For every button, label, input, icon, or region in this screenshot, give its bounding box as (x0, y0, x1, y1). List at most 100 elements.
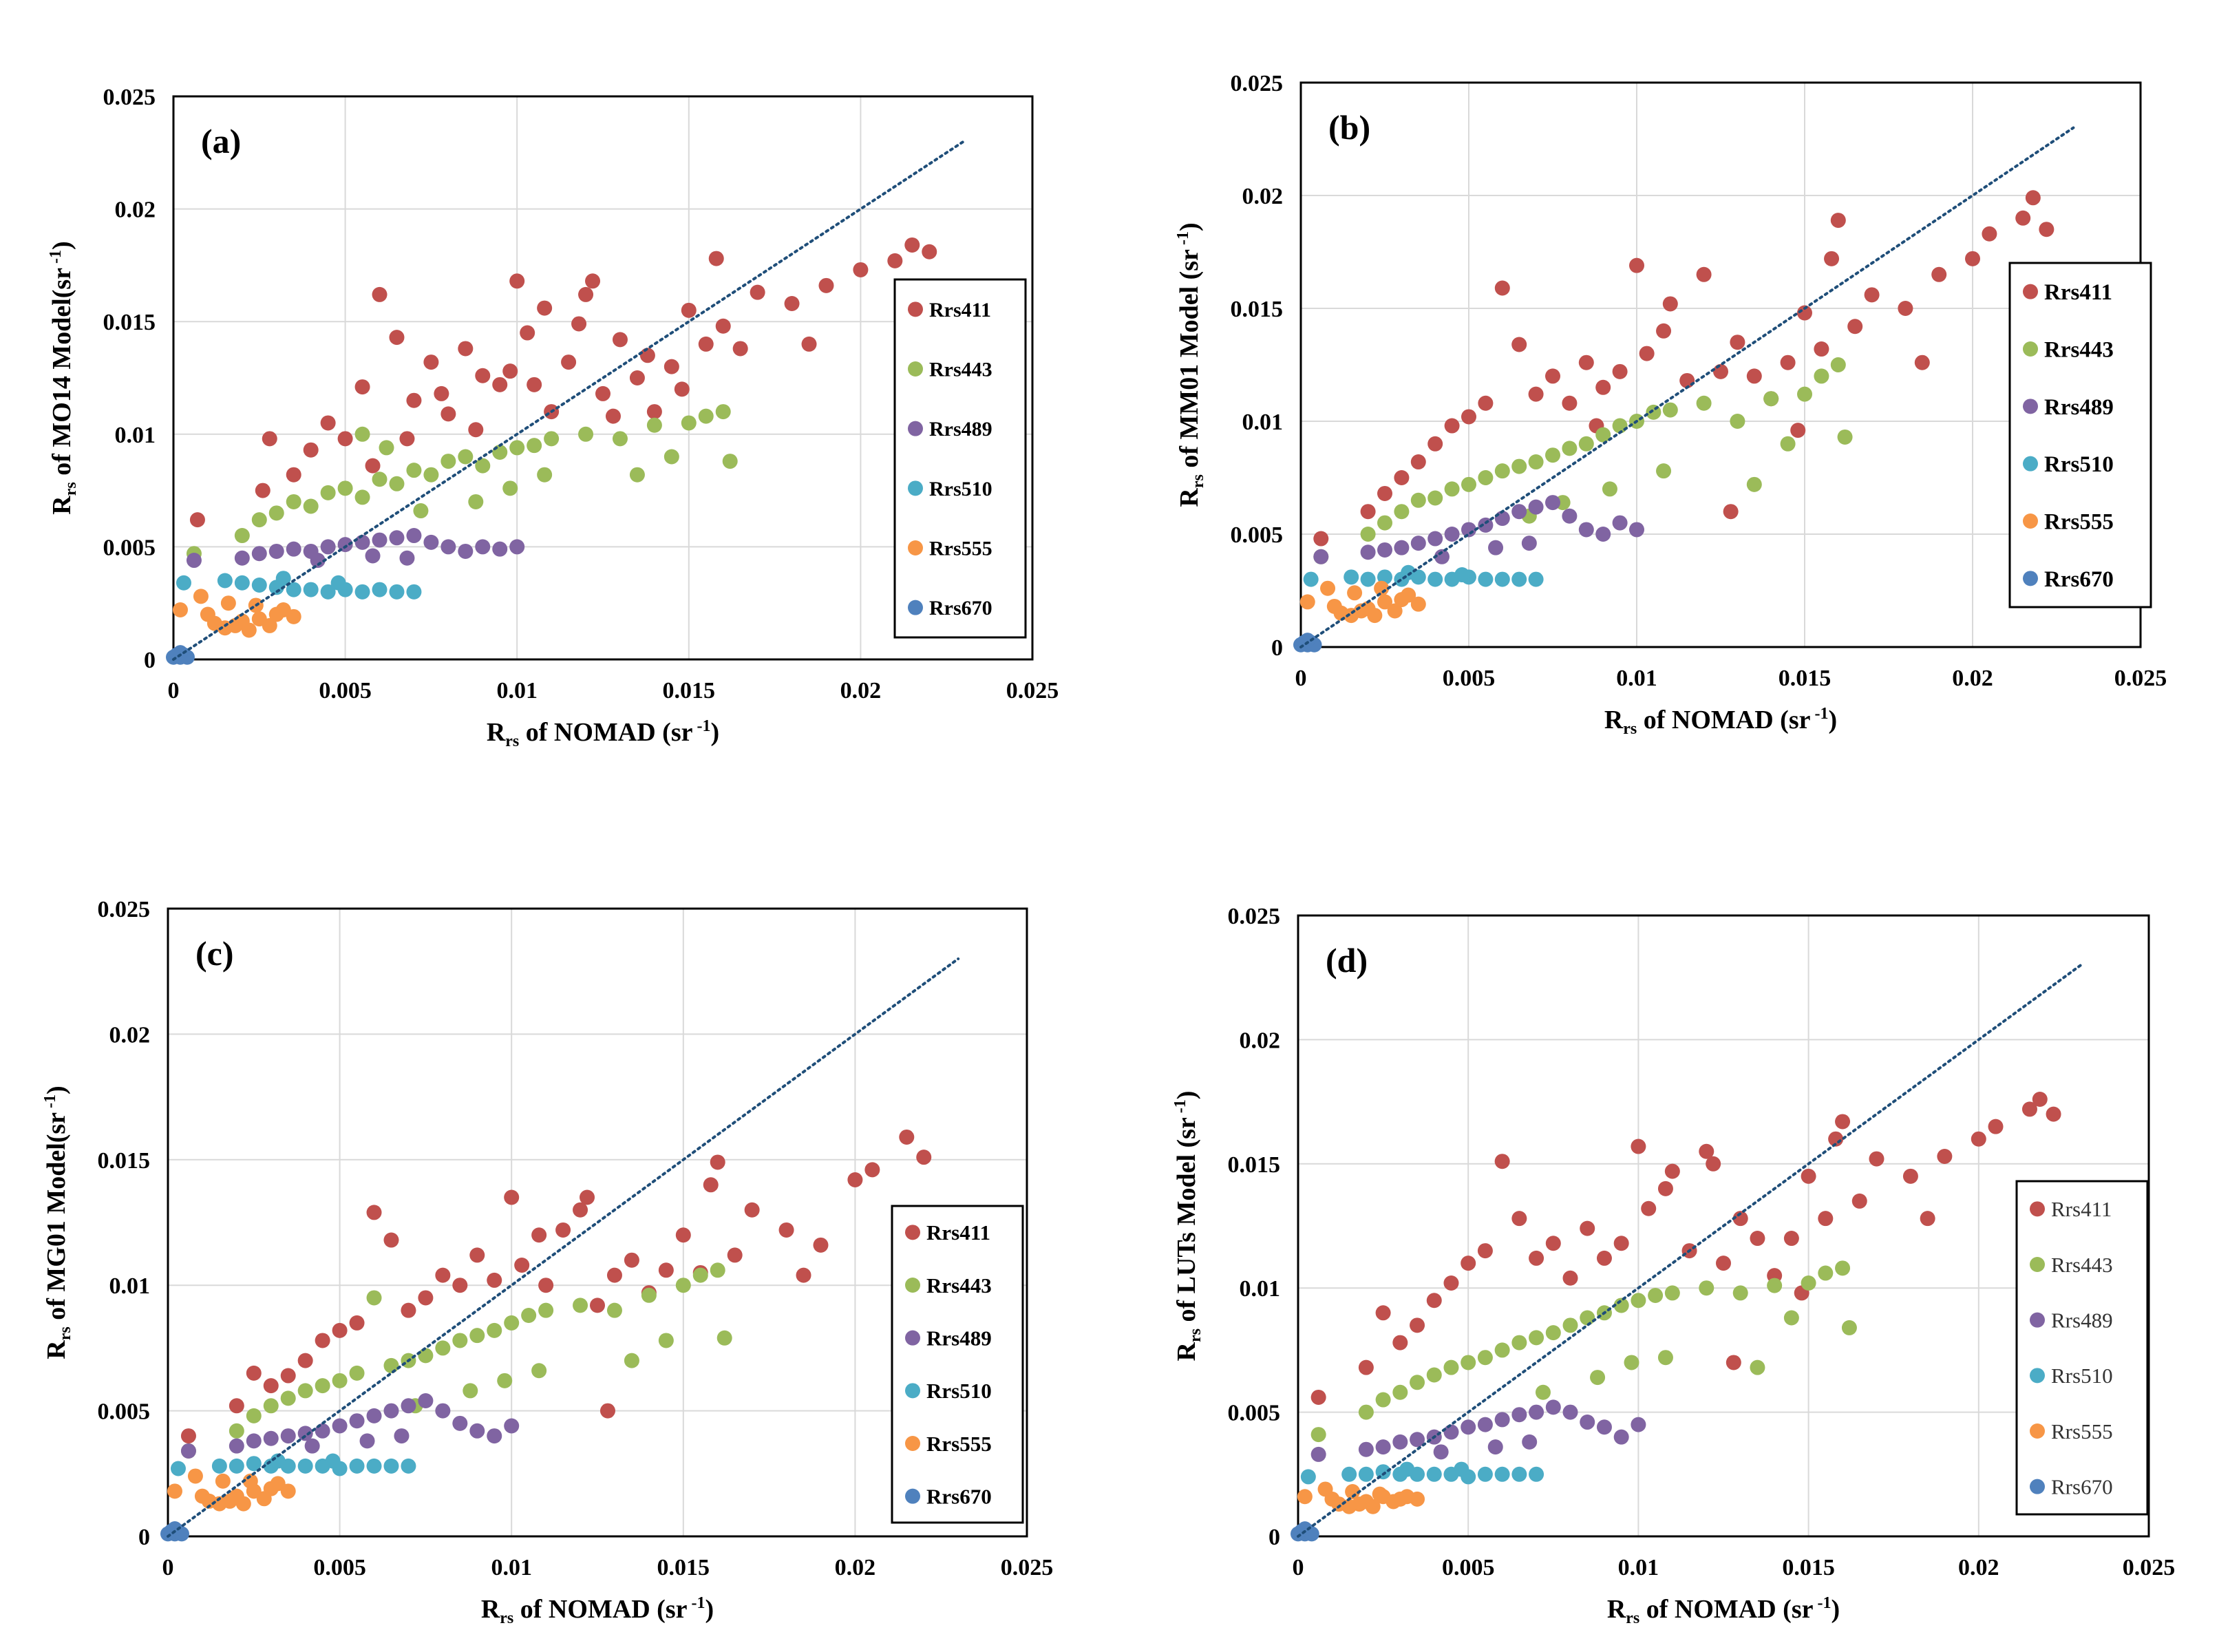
series-Rrs555 (167, 1468, 296, 1512)
y-tick-label: 0.025 (103, 85, 156, 110)
data-point-Rrs411 (784, 296, 800, 312)
series-Rrs670 (166, 645, 195, 665)
data-point-Rrs489 (1461, 1419, 1476, 1435)
data-point-Rrs555 (241, 622, 257, 638)
data-point-Rrs670 (1299, 633, 1315, 648)
data-point-Rrs443 (1801, 1275, 1816, 1291)
data-point-Rrs489 (234, 550, 250, 566)
data-point-Rrs411 (1511, 1211, 1527, 1227)
legend-label-Rrs670: Rrs670 (2044, 567, 2114, 592)
data-point-Rrs411 (899, 1129, 915, 1145)
data-point-Rrs443 (612, 431, 628, 447)
data-point-Rrs411 (303, 442, 319, 458)
legend-marker-Rrs489 (908, 421, 923, 436)
data-point-Rrs443 (1375, 1392, 1391, 1408)
data-point-Rrs555 (1410, 1491, 1425, 1507)
data-point-Rrs510 (297, 1458, 313, 1474)
data-point-Rrs443 (641, 1287, 657, 1303)
data-point-Rrs489 (304, 1438, 320, 1454)
data-point-Rrs411 (710, 1154, 725, 1170)
data-point-Rrs411 (514, 1258, 530, 1273)
data-point-Rrs411 (337, 431, 353, 447)
data-point-Rrs443 (1602, 481, 1617, 497)
data-point-Rrs489 (1410, 1432, 1425, 1448)
data-point-Rrs489 (354, 534, 370, 550)
data-point-Rrs555 (242, 1473, 258, 1489)
data-point-Rrs489 (1478, 517, 1494, 533)
data-point-Rrs489 (1511, 1407, 1527, 1423)
data-point-Rrs489 (366, 1408, 382, 1423)
y-axis-label: Rrs of LUTs Model (sr -1) (1171, 1091, 1204, 1362)
data-point-Rrs489 (1392, 1434, 1408, 1450)
data-point-Rrs411 (1750, 1231, 1765, 1247)
data-point-Rrs443 (383, 1357, 399, 1373)
data-point-Rrs411 (504, 1189, 520, 1205)
data-point-Rrs411 (1313, 531, 1329, 547)
legend-box (893, 278, 1027, 639)
data-point-Rrs411 (389, 330, 405, 346)
data-point-Rrs443 (440, 454, 456, 469)
legend-marker-Rrs555 (2023, 513, 2038, 529)
data-point-Rrs555 (1297, 1489, 1313, 1505)
data-point-Rrs443 (537, 467, 553, 483)
data-point-Rrs443 (1699, 1280, 1714, 1296)
data-point-Rrs443 (315, 1378, 330, 1394)
data-point-Rrs443 (1461, 1355, 1476, 1370)
x-tick-label: 0.01 (1618, 1555, 1659, 1580)
x-tick-label: 0 (168, 678, 180, 703)
data-point-Rrs411 (1511, 337, 1527, 352)
data-point-Rrs489 (1613, 1429, 1629, 1445)
legend-label-Rrs670: Rrs670 (926, 1485, 992, 1509)
data-point-Rrs411 (916, 1150, 932, 1165)
legend-label-Rrs489: Rrs489 (926, 1326, 992, 1351)
data-point-Rrs555 (1377, 594, 1392, 610)
data-point-Rrs555 (1345, 1484, 1361, 1500)
y-tick-label: 0 (1268, 1525, 1280, 1550)
data-point-Rrs443 (578, 426, 594, 442)
x-tick-label: 0.005 (313, 1555, 366, 1580)
data-point-Rrs510 (349, 1458, 365, 1474)
data-point-Rrs443 (1535, 1384, 1551, 1400)
data-point-Rrs411 (605, 408, 621, 424)
data-point-Rrs489 (1375, 1439, 1391, 1455)
data-point-Rrs489 (1522, 1434, 1538, 1450)
plot-frame (1297, 914, 2150, 1538)
data-point-Rrs443 (1646, 404, 1661, 420)
data-point-Rrs411 (509, 273, 525, 289)
data-point-Rrs411 (1730, 335, 1745, 350)
x-axis-label: Rrs of NOMAD (sr -1) (481, 1594, 714, 1627)
data-point-Rrs443 (303, 498, 319, 514)
data-point-Rrs443 (698, 408, 714, 424)
x-tick-label: 0 (1295, 666, 1307, 691)
data-point-Rrs411 (561, 354, 577, 370)
data-point-Rrs411 (458, 341, 474, 357)
x-tick-label: 0.01 (496, 678, 538, 703)
data-point-Rrs443 (716, 1330, 732, 1346)
data-point-Rrs411 (732, 341, 748, 357)
data-point-Rrs411 (571, 316, 587, 332)
data-point-Rrs443 (710, 1262, 725, 1278)
legend-label-Rrs555: Rrs555 (2044, 510, 2114, 535)
series-Rrs411 (189, 237, 937, 528)
data-point-Rrs489 (435, 1403, 451, 1419)
series-Rrs411 (1313, 190, 2055, 547)
data-point-Rrs489 (372, 532, 387, 548)
data-point-Rrs489 (401, 1398, 416, 1414)
data-point-Rrs411 (1971, 1131, 1986, 1147)
data-point-Rrs489 (1427, 531, 1443, 547)
data-point-Rrs489 (246, 1433, 262, 1449)
data-point-Rrs411 (434, 385, 449, 401)
data-point-Rrs411 (922, 244, 937, 260)
legend: Rrs411 Rrs443 Rrs489 Rrs510 Rrs555 Rrs670 (2008, 262, 2152, 608)
data-point-Rrs443 (509, 440, 525, 456)
one-to-one-line (172, 140, 966, 661)
data-point-Rrs411 (423, 354, 439, 370)
data-point-Rrs443 (268, 505, 284, 521)
legend-marker-Rrs510 (2030, 1368, 2045, 1384)
data-point-Rrs411 (1847, 319, 1863, 335)
data-point-Rrs411 (320, 415, 336, 431)
data-point-Rrs510 (275, 571, 291, 586)
data-point-Rrs443 (372, 472, 387, 487)
plot-frame (172, 95, 1034, 661)
data-point-Rrs443 (1590, 1370, 1606, 1386)
